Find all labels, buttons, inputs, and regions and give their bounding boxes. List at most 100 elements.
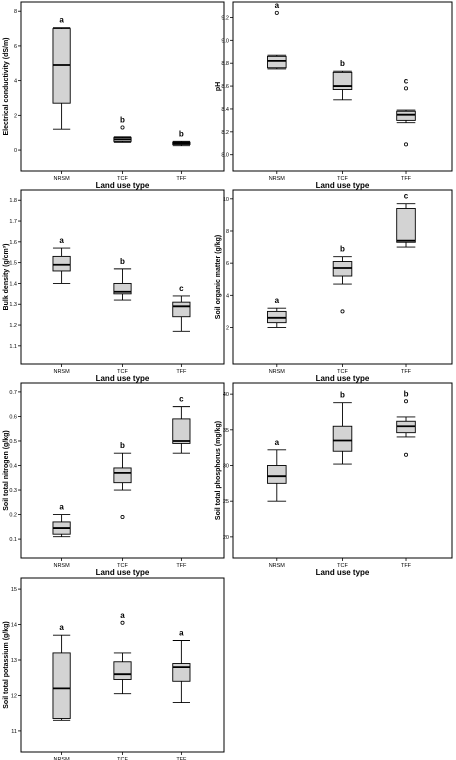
x-tick-label-tcf: TCF xyxy=(117,176,128,182)
x-tick-label-tff: TFF xyxy=(176,757,187,760)
y-tick-label: 0.7 xyxy=(9,390,17,396)
outlier-point xyxy=(404,399,409,404)
x-tick-label-nrsm: NRSM xyxy=(53,176,70,182)
box-tcf: b xyxy=(332,59,353,101)
y-axis-label: Soil total phosphorus (mg/kg) xyxy=(215,421,222,520)
box-nrsm: a xyxy=(52,623,71,721)
outlier-point xyxy=(120,125,125,130)
box-iqr xyxy=(172,418,191,444)
significance-letter: a xyxy=(59,236,64,245)
box-tcf: a xyxy=(113,611,132,695)
panel-5: 0.1 0.2 0.3 0.4 0.5 0.6 0.7 Soil total nitrogen… xyxy=(3,382,225,577)
x-tick-label-tff: TFF xyxy=(176,563,187,569)
significance-letter: b xyxy=(340,59,345,68)
box-tcf: b xyxy=(113,257,132,301)
box-tff: c xyxy=(396,192,416,248)
y-tick-label: 1.2 xyxy=(9,323,17,329)
y-axis-label: Soil organic matter (g/kg) xyxy=(215,235,222,319)
y-tick-label: 15 xyxy=(11,587,17,593)
box-tff: a xyxy=(172,629,191,703)
box-tcf: b xyxy=(113,441,132,520)
x-tick-label-nrsm: NRSM xyxy=(53,757,70,760)
x-tick-label-tcf: TCF xyxy=(337,563,348,569)
y-tick-label: 9.0 xyxy=(221,38,229,44)
y-tick-label: 1.4 xyxy=(9,281,17,287)
x-axis-label: Land use type xyxy=(316,374,370,383)
x-tick-label-tcf: TCF xyxy=(117,757,128,760)
y-axis-label: Soil total nitrogen (g/kg) xyxy=(3,430,10,511)
panel-7: 11 12 13 14 15 Soil total potassium (g/kg) NRS… xyxy=(3,577,225,760)
box-nrsm: a xyxy=(267,296,287,328)
y-tick-label: 1.8 xyxy=(9,198,17,204)
y-tick-label: 0.2 xyxy=(9,513,17,519)
box-iqr xyxy=(267,465,287,484)
significance-letter: a xyxy=(179,629,184,638)
significance-letter: b xyxy=(340,245,345,254)
x-axis-label: Land use type xyxy=(316,181,370,190)
x-tick-label-tff: TFF xyxy=(401,369,412,375)
y-tick-label: 8 xyxy=(226,229,229,235)
y-tick-label: 2 xyxy=(226,325,229,331)
y-tick-label: 40 xyxy=(223,392,229,398)
panel-1: 0 2 4 6 8 Electrical conductivity (dS/m) NRSM T… xyxy=(3,1,225,190)
outlier-point xyxy=(404,452,409,457)
significance-letter: c xyxy=(404,192,409,201)
significance-letter: a xyxy=(59,503,64,512)
box-iqr xyxy=(113,282,132,295)
panel-6: 20 25 30 35 40 Soil total phosphorus (mg/kg) N… xyxy=(215,382,453,577)
x-axis-label: Land use type xyxy=(96,374,150,383)
y-tick-label: 1.5 xyxy=(9,261,17,267)
x-axis-label: Land use type xyxy=(316,568,370,577)
box-tff: b xyxy=(396,389,416,457)
panel-4: 2 4 6 8 10 Soil organic matter (g/kg) NRSM TCF T… xyxy=(215,189,453,383)
y-tick-label: 11 xyxy=(11,729,17,735)
box-iqr xyxy=(113,661,132,680)
y-tick-label: 1.7 xyxy=(9,219,17,225)
box-iqr xyxy=(113,467,132,484)
y-tick-label: 9.2 xyxy=(221,15,229,21)
box-iqr xyxy=(396,110,416,121)
box-tff: c xyxy=(396,76,416,147)
y-tick-label: 0 xyxy=(14,148,17,154)
y-tick-label: 4 xyxy=(226,293,229,299)
box-nrsm: a xyxy=(52,236,71,284)
box-tff: c xyxy=(172,284,191,332)
significance-letter: a xyxy=(120,611,125,620)
panel-2: 8.0 8.2 8.4 8.6 8.8 9.0 9.2 pH NRSM TCF TFF Land us… xyxy=(215,1,453,190)
y-tick-label: 12 xyxy=(11,693,17,699)
box-tcf: b xyxy=(332,245,353,314)
significance-letter: b xyxy=(404,389,409,398)
x-tick-label-tcf: TCF xyxy=(337,369,348,375)
y-tick-label: 0.4 xyxy=(9,464,17,470)
box-nrsm: a xyxy=(52,503,71,538)
outlier-point xyxy=(404,86,409,91)
y-tick-label: 6 xyxy=(14,44,17,50)
significance-letter: a xyxy=(275,438,280,447)
significance-letter: b xyxy=(340,391,345,400)
significance-letter: b xyxy=(120,441,125,450)
y-tick-label: 8.6 xyxy=(221,84,229,90)
y-tick-label: 25 xyxy=(223,499,229,505)
y-tick-label: 8.0 xyxy=(221,153,229,159)
box-iqr xyxy=(332,425,353,452)
significance-letter: b xyxy=(179,129,184,138)
y-tick-label: 2 xyxy=(14,113,17,119)
significance-letter: c xyxy=(179,284,184,293)
y-tick-label: 8.4 xyxy=(221,107,229,113)
y-tick-label: 20 xyxy=(223,535,229,541)
x-tick-label-tcf: TCF xyxy=(117,369,128,375)
outlier-point xyxy=(120,620,125,625)
outlier-point xyxy=(404,142,409,147)
box-tff: b xyxy=(172,129,191,147)
box-iqr xyxy=(396,208,416,243)
box-tcf: b xyxy=(332,391,353,465)
significance-letter: b xyxy=(120,115,125,124)
box-tff: c xyxy=(172,395,191,454)
y-tick-label: 0.5 xyxy=(9,439,17,445)
y-axis-label: Bulk density (g/cm³) xyxy=(3,244,10,311)
significance-letter: a xyxy=(275,296,280,305)
x-tick-label-tcf: TCF xyxy=(337,176,348,182)
significance-letter: c xyxy=(404,76,409,85)
x-tick-label-tcf: TCF xyxy=(117,563,128,569)
